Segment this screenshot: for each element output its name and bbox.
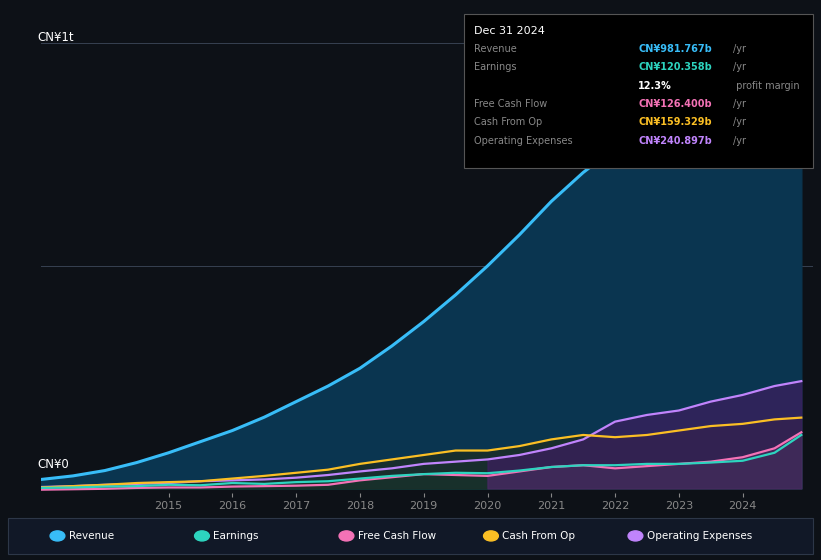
Text: Earnings: Earnings [213, 531, 259, 541]
Text: /yr: /yr [733, 136, 745, 146]
Text: 12.3%: 12.3% [639, 81, 672, 91]
Text: Free Cash Flow: Free Cash Flow [474, 99, 547, 109]
Text: Earnings: Earnings [474, 62, 516, 72]
Text: CN¥126.400b: CN¥126.400b [639, 99, 712, 109]
Text: profit margin: profit margin [733, 81, 800, 91]
Text: Operating Expenses: Operating Expenses [647, 531, 752, 541]
Text: CN¥981.767b: CN¥981.767b [639, 44, 712, 54]
Text: CN¥159.329b: CN¥159.329b [639, 117, 712, 127]
Text: Revenue: Revenue [69, 531, 114, 541]
Text: Revenue: Revenue [474, 44, 516, 54]
Text: /yr: /yr [733, 44, 745, 54]
Text: CN¥120.358b: CN¥120.358b [639, 62, 712, 72]
Text: Cash From Op: Cash From Op [474, 117, 542, 127]
Text: Free Cash Flow: Free Cash Flow [358, 531, 436, 541]
Text: /yr: /yr [733, 62, 745, 72]
Text: CN¥0: CN¥0 [37, 459, 69, 472]
Text: Dec 31 2024: Dec 31 2024 [474, 26, 544, 36]
Text: Operating Expenses: Operating Expenses [474, 136, 572, 146]
Text: /yr: /yr [733, 117, 745, 127]
Text: CN¥240.897b: CN¥240.897b [639, 136, 712, 146]
Text: /yr: /yr [733, 99, 745, 109]
Text: CN¥1t: CN¥1t [37, 31, 74, 44]
Text: Cash From Op: Cash From Op [502, 531, 576, 541]
